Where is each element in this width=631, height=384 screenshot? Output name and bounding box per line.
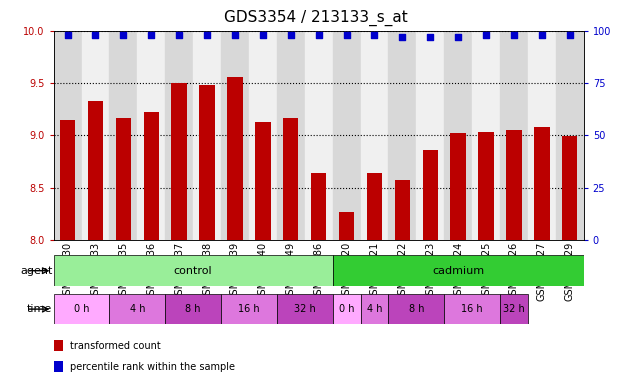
Bar [172,83,187,240]
Text: 0 h: 0 h [339,304,354,314]
Bar [472,31,500,240]
Point [565,32,575,38]
Bar [389,294,444,324]
Bar [88,101,103,240]
Bar [255,122,271,240]
Bar [444,31,472,240]
Bar [305,31,333,240]
Text: 8 h: 8 h [186,304,201,314]
Text: 16 h: 16 h [461,304,483,314]
Bar [562,136,577,240]
Bar [394,180,410,240]
Bar [115,118,131,240]
Text: time: time [27,304,52,314]
Point [537,32,547,38]
Bar [227,77,243,240]
Bar [277,294,333,324]
Bar [249,31,277,240]
Point [453,34,463,40]
Point [398,34,408,40]
Bar [109,294,165,324]
Point [258,32,268,38]
Bar [500,294,528,324]
Bar [389,31,416,240]
Bar [54,31,81,240]
Point [509,32,519,38]
Text: 4 h: 4 h [367,304,382,314]
Bar [109,31,138,240]
Point [146,32,156,38]
Point [314,32,324,38]
Text: 0 h: 0 h [74,304,89,314]
Point [369,32,379,38]
Bar [423,150,438,240]
Point [230,32,240,38]
Bar [528,31,556,240]
Bar [506,130,522,240]
Text: 16 h: 16 h [238,304,260,314]
Bar [54,361,62,372]
Bar [478,132,493,240]
Point [341,32,351,38]
Text: 32 h: 32 h [503,304,525,314]
Point [62,32,73,38]
Bar [416,31,444,240]
Bar [193,31,221,240]
Point [286,32,296,38]
Bar [60,120,75,240]
Bar [333,31,360,240]
Point [425,34,435,40]
Bar [138,31,165,240]
Point [481,32,491,38]
Bar [81,31,109,240]
Bar [451,133,466,240]
Bar [311,173,326,240]
Text: 8 h: 8 h [408,304,424,314]
Text: agent: agent [20,266,52,276]
Bar [556,31,584,240]
Bar [54,340,62,351]
Bar [221,294,277,324]
Point [174,32,184,38]
Bar [333,255,584,286]
Bar [283,118,298,240]
Bar [221,31,249,240]
Text: cadmium: cadmium [432,266,484,276]
Bar [360,31,389,240]
Point [90,32,100,38]
Bar [54,294,109,324]
Point [119,32,129,38]
Bar [144,113,159,240]
Bar [165,31,193,240]
Bar [500,31,528,240]
Bar [534,127,550,240]
Text: percentile rank within the sample: percentile rank within the sample [70,362,235,372]
Bar [360,294,389,324]
Text: GDS3354 / 213133_s_at: GDS3354 / 213133_s_at [223,10,408,26]
Text: 4 h: 4 h [129,304,145,314]
Bar [444,294,500,324]
Bar [339,212,354,240]
Bar [165,294,221,324]
Point [202,32,212,38]
Bar [199,85,215,240]
Text: control: control [174,266,213,276]
Bar [333,294,360,324]
Bar [367,173,382,240]
Text: 32 h: 32 h [294,304,316,314]
Text: transformed count: transformed count [70,341,161,351]
Bar [277,31,305,240]
Bar [54,255,333,286]
